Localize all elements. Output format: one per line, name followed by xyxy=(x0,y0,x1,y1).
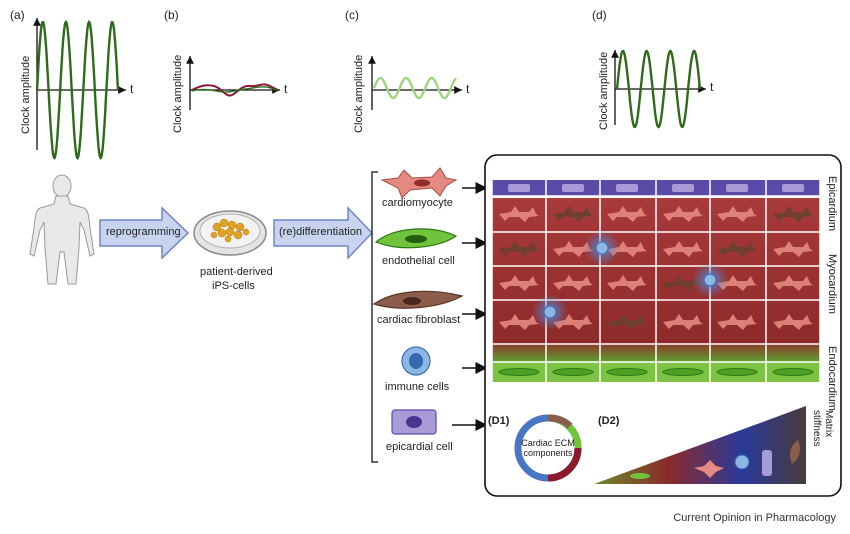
reprogramming-label: reprogramming xyxy=(106,226,181,238)
panel-label-d1: (D1) xyxy=(488,415,510,427)
dish-label-2: iPS-cells xyxy=(212,280,255,292)
tissue-cardiomyocyte xyxy=(773,241,813,257)
tissue-cardiomyocyte xyxy=(773,275,813,291)
wave-d xyxy=(615,49,702,129)
tissue-cardiomyocyte xyxy=(717,275,757,291)
panel-label-d2: (D2) xyxy=(598,415,620,427)
tissue-cardiomyocyte xyxy=(553,275,593,291)
tissue-endothelial-cell xyxy=(606,368,648,376)
tissue-panel xyxy=(484,154,842,497)
human-figure xyxy=(29,174,95,285)
tissue-cardiomyocyte xyxy=(553,314,593,330)
matrix-label-line1: Matrix xyxy=(823,410,834,438)
tissue-cardiomyocyte xyxy=(607,275,647,291)
label-myocardium: Myocardium xyxy=(826,254,838,314)
redifferentiation-label: (re)differentiation xyxy=(279,226,362,238)
panel-label-c: (c) xyxy=(345,8,359,22)
tissue-epicardial-cell xyxy=(562,184,584,192)
tissue-cardiomyocyte xyxy=(499,275,539,291)
wave-a xyxy=(35,19,120,161)
tissue-cardiomyocyte xyxy=(663,275,703,291)
tissue-endothelial-cell xyxy=(772,368,814,376)
panel-label-a: (a) xyxy=(10,8,25,22)
cell-label-endothelial: endothelial cell xyxy=(382,255,455,267)
tissue-cardiomyocyte xyxy=(773,314,813,330)
tissue-epicardial-cell xyxy=(672,184,694,192)
wave-b-red xyxy=(191,83,279,97)
tissue-cardiomyocyte xyxy=(607,206,647,222)
cell-label-fibroblast: cardiac fibroblast xyxy=(377,314,461,326)
redifferentiation-arrow xyxy=(273,206,374,260)
tissue-endothelial-cell xyxy=(498,368,540,376)
tissue-cardiomyocyte xyxy=(553,206,593,222)
ecm-label: Cardiac ECM components xyxy=(515,438,581,458)
ecm-label-line1: Cardiac ECM xyxy=(521,438,575,448)
tissue-cardiomyocyte xyxy=(499,206,539,222)
tissue-cardiomyocyte xyxy=(717,241,757,257)
wave-b-green xyxy=(191,86,277,93)
xlabel-d: t xyxy=(710,80,714,94)
panel-label-b: (b) xyxy=(164,8,179,22)
matrix-label-line2: stiffness xyxy=(811,410,822,447)
tissue-cardiomyocyte xyxy=(717,206,757,222)
tissue-endothelial-cell xyxy=(662,368,704,376)
tissue-endothelial-cell xyxy=(552,368,594,376)
tissue-epicardial-cell xyxy=(616,184,638,192)
tissue-epicardial-cell xyxy=(508,184,530,192)
cell-label-epicardial: epicardial cell xyxy=(386,441,453,453)
tissue-cardiomyocyte xyxy=(607,241,647,257)
tissue-cardiomyocyte xyxy=(717,314,757,330)
dish-label-1: patient-derived xyxy=(200,266,273,278)
xlabel-a: t xyxy=(130,82,134,96)
cell-label-cardiomyocyte: cardiomyocyte xyxy=(382,197,453,209)
panel-label-d: (d) xyxy=(592,8,607,22)
matrix-stiffness-label: Matrix stiffness xyxy=(810,410,834,447)
tissue-endothelial-cell xyxy=(716,368,758,376)
tissue-cardiomyocyte xyxy=(663,241,703,257)
label-endocardium: Endocardium xyxy=(826,346,838,411)
reprogramming-arrow xyxy=(99,206,190,260)
tissue-cardiomyocyte xyxy=(663,206,703,222)
xlabel-b: t xyxy=(284,82,288,96)
petri-dish xyxy=(193,210,267,256)
journal-credit: Current Opinion in Pharmacology xyxy=(673,512,836,524)
tissue-cardiomyocyte xyxy=(663,314,703,330)
tissue-cardiomyocyte xyxy=(553,241,593,257)
xlabel-c: t xyxy=(466,82,470,96)
tissue-epicardial-cell xyxy=(726,184,748,192)
wave-c xyxy=(372,76,457,100)
cell-label-immune: immune cells xyxy=(385,381,450,393)
tissue-cardiomyocyte xyxy=(499,241,539,257)
label-epicardium: Epicardium xyxy=(826,176,838,232)
tissue-cardiomyocyte xyxy=(499,314,539,330)
tissue-cardiomyocyte xyxy=(773,206,813,222)
tissue-cardiomyocyte xyxy=(607,314,647,330)
tissue-epicardial-cell xyxy=(782,184,804,192)
ecm-label-line2: components xyxy=(523,448,573,458)
